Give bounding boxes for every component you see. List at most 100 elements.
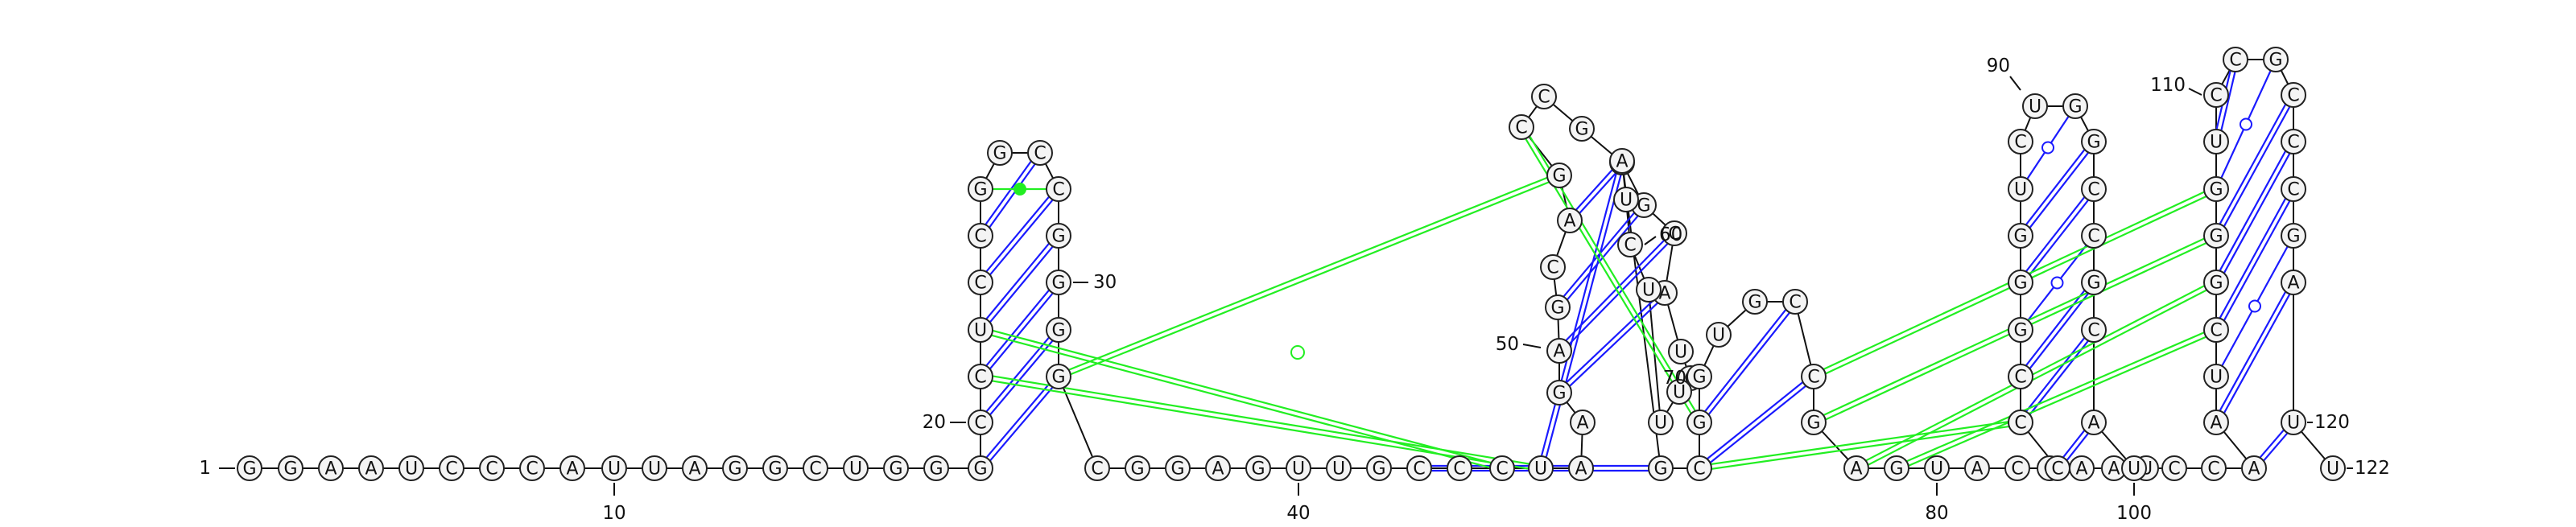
position-label: 50 [1496,334,1519,355]
nucleotide-circle [2203,270,2229,295]
nucleotide-circle [2081,223,2107,249]
nucleotide-circle [1570,410,1596,435]
nucleotide: U [2320,455,2346,481]
nucleotide-letter: G [2209,180,2223,200]
base-pair-line [2217,282,2297,424]
nucleotide-letter: G [1637,196,1650,216]
wobble-pair-marker [2041,141,2054,154]
nucleotide-letter: C [2051,459,2063,480]
nucleotide: U [601,455,627,481]
nucleotide: C [2203,82,2229,108]
nucleotide-letter: A [365,459,377,480]
nucleotide: A [2069,455,2095,481]
nucleotide: G [2081,270,2107,295]
position-label: 90 [1987,56,2010,76]
nucleotide-circle [1546,380,1572,406]
nucleotide-circle [762,455,788,481]
nucleotide-letter: C [2287,133,2299,153]
nucleotide-letter: U [1534,459,1547,480]
nucleotide-letter: C [2087,227,2099,247]
nucleotide-letter: G [2013,227,2027,247]
base-pair-line [1700,377,1816,471]
base-pair-line [981,377,1062,471]
nucleotide-circle [2203,82,2229,108]
nucleotide-circle [237,455,262,481]
nucleotide: G [1545,294,1571,320]
nucleotide-letter: C [445,459,457,480]
nucleotide: G [1546,163,1572,188]
nucleotide-letter: A [2075,459,2087,480]
nucleotide-letter: A [2107,459,2120,480]
nucleotide-circle [2008,317,2033,343]
nucleotide-letter: C [1789,293,1801,313]
nucleotide-circle [2081,129,2107,154]
position-tick [1644,236,1657,245]
nucleotide-circle [1636,277,1662,303]
nucleotide: G [2203,270,2229,295]
nucleotide-letter: C [2014,368,2026,388]
nucleotide-letter: U [2287,414,2300,434]
nucleotide-letter: A [1971,459,1983,480]
nucleotide-letter: U [2210,133,2223,153]
nucleotide-circle [1557,208,1583,233]
position-label: 122 [2355,458,2390,479]
nucleotide: C [1406,455,1432,481]
nucleotide: G [2203,176,2229,202]
nucleotide-circle [2281,410,2306,435]
position-label: 20 [923,412,946,433]
nucleotide: C [2081,317,2107,343]
nucleotide-circle [1569,116,1595,142]
position-tick [1522,344,1542,348]
nucleotide-letter: G [1051,227,1065,247]
nucleotide-circle [1648,455,1674,481]
nucleotide-letter: C [2287,86,2299,106]
nucleotide-letter: U [1654,414,1667,434]
nucleotide-circle [2203,129,2229,154]
nucleotide-circle [2203,223,2229,249]
nucleotide-circle [1084,455,1110,481]
nucleotide: C [2281,129,2306,154]
nucleotide-letter: C [2014,133,2026,153]
nucleotide: U [2203,364,2229,389]
nucleotide: C [2223,47,2248,72]
nucleotide-letter: C [974,414,986,434]
nucleotide-letter: G [768,459,782,480]
nucleotide: C [2008,364,2033,389]
nucleotide: G [2008,270,2033,295]
nucleotide: C [1686,455,1712,481]
noncanonical-pair-marker [1013,183,1026,196]
nucleotide-circle [1046,317,1071,343]
nucleotide-letter: C [2014,414,2026,434]
nucleotide-letter: G [973,459,987,480]
wobble-pair-marker [2248,299,2261,313]
nucleotide-letter: G [993,144,1006,164]
nucleotide-letter: C [1546,258,1558,278]
nucleotide: C [968,410,993,435]
nucleotide: A [1568,455,1594,481]
nucleotide: C [2045,455,2070,481]
base-pair-lines [977,59,2297,472]
nucleotide-circle [1125,455,1150,481]
backbone [250,59,2334,469]
nucleotide-circle [1326,455,1352,481]
nucleotide: C [1801,364,1827,389]
nucleotide-circle [1706,322,1732,348]
nucleotide-circle [1666,379,1692,405]
nucleotide-letter: C [974,227,986,247]
nucleotide: G [1046,270,1071,295]
nucleotide: C [2281,176,2306,202]
nucleotide: G [2081,129,2107,154]
nucleotide: G [722,455,748,481]
nucleotide-letter: U [974,321,987,341]
nucleotide-letter: U [849,459,862,480]
tertiary-pair-line [980,327,1504,467]
nucleotide-letter: C [809,459,821,480]
nucleotide: C [2281,82,2306,108]
nucleotide-letter: G [1051,274,1065,294]
base-pair-line [977,233,1058,329]
nucleotide-circle [1568,455,1594,481]
nucleotide-circle [722,455,748,481]
nucleotide-letter: C [2210,86,2222,106]
nucleotide-letter: U [2326,459,2339,480]
nucleotide-letter: U [2014,180,2027,200]
